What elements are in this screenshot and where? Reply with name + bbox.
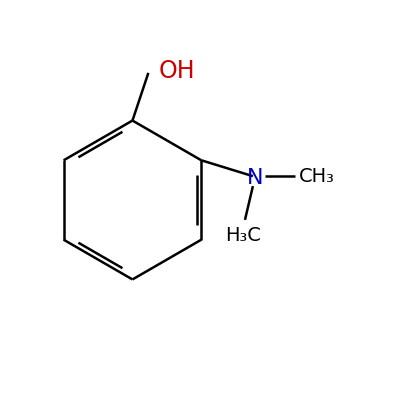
Text: OH: OH: [158, 59, 195, 83]
Text: H₃C: H₃C: [225, 226, 261, 245]
Text: N: N: [247, 168, 263, 188]
Text: CH₃: CH₃: [298, 167, 334, 186]
